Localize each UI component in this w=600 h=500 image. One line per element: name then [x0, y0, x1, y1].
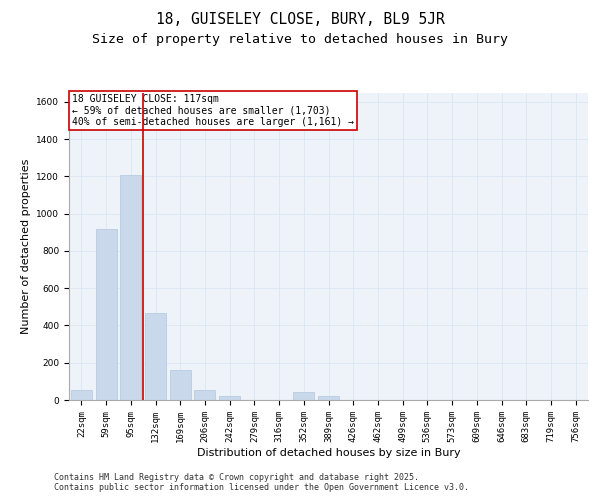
X-axis label: Distribution of detached houses by size in Bury: Distribution of detached houses by size … — [197, 448, 460, 458]
Text: Size of property relative to detached houses in Bury: Size of property relative to detached ho… — [92, 32, 508, 46]
Text: 18 GUISELEY CLOSE: 117sqm
← 59% of detached houses are smaller (1,703)
40% of se: 18 GUISELEY CLOSE: 117sqm ← 59% of detac… — [71, 94, 353, 127]
Bar — [194, 390, 215, 400]
Bar — [145, 314, 166, 400]
Bar — [95, 228, 116, 400]
Text: 18, GUISELEY CLOSE, BURY, BL9 5JR: 18, GUISELEY CLOSE, BURY, BL9 5JR — [155, 12, 445, 28]
Bar — [120, 176, 141, 400]
Text: Contains HM Land Registry data © Crown copyright and database right 2025.
Contai: Contains HM Land Registry data © Crown c… — [54, 472, 469, 492]
Bar — [318, 396, 339, 400]
Bar — [219, 396, 240, 400]
Bar — [293, 392, 314, 400]
Y-axis label: Number of detached properties: Number of detached properties — [21, 158, 31, 334]
Bar — [71, 390, 92, 400]
Bar — [170, 370, 191, 400]
